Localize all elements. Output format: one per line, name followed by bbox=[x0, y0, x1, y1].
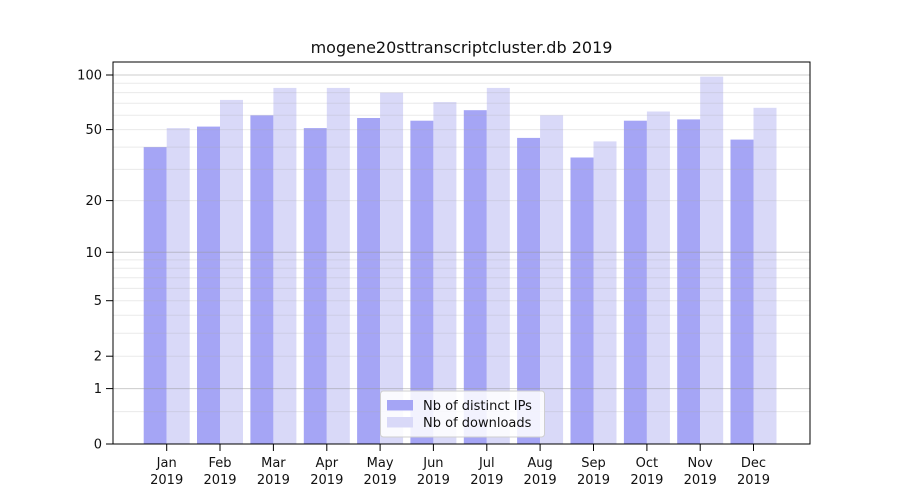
y-tick-label-5: 5 bbox=[94, 294, 102, 309]
x-tick-label-month-feb: Feb bbox=[208, 456, 231, 471]
x-tick-label-year-aug: 2019 bbox=[524, 473, 557, 488]
chart-title: mogene20sttranscriptcluster.db 2019 bbox=[311, 38, 613, 57]
y-tick-label-20: 20 bbox=[85, 194, 102, 209]
bar-nb-of-downloads-dec bbox=[753, 107, 777, 445]
x-tick-label-year-dec: 2019 bbox=[737, 473, 770, 488]
bar-nb-of-distinct-ips-oct bbox=[623, 120, 647, 444]
x-tick-label-year-mar: 2019 bbox=[257, 473, 290, 488]
bar-nb-of-downloads-oct bbox=[646, 111, 670, 444]
legend-label-nb-of-downloads: Nb of downloads bbox=[423, 416, 532, 431]
bar-nb-of-downloads-jun bbox=[433, 102, 457, 444]
bar-nb-of-distinct-ips-dec bbox=[730, 139, 754, 444]
bars-layer bbox=[143, 76, 777, 445]
bar-nb-of-distinct-ips-apr bbox=[303, 128, 327, 444]
legend: Nb of distinct IPs Nb of downloads bbox=[380, 390, 545, 438]
y-tick-label-2: 2 bbox=[94, 350, 102, 365]
x-tick-label-year-nov: 2019 bbox=[684, 473, 717, 488]
bar-nb-of-distinct-ips-jul bbox=[463, 110, 487, 444]
legend-label-nb-of-distinct-ips: Nb of distinct IPs bbox=[423, 399, 532, 414]
x-tick-label-year-may: 2019 bbox=[364, 473, 397, 488]
x-tick-label-year-apr: 2019 bbox=[310, 473, 343, 488]
x-tick-label-month-apr: Apr bbox=[316, 456, 339, 471]
x-tick-label-month-aug: Aug bbox=[527, 456, 552, 471]
bar-nb-of-distinct-ips-mar bbox=[250, 115, 274, 445]
x-tick-label-month-dec: Dec bbox=[741, 456, 766, 471]
bar-nb-of-downloads-nov bbox=[700, 76, 724, 444]
legend-box bbox=[380, 390, 545, 438]
y-tick-label-50: 50 bbox=[85, 123, 102, 138]
bar-nb-of-downloads-apr bbox=[326, 87, 350, 445]
x-tick-label-month-jan: Jan bbox=[156, 456, 177, 471]
legend-swatch-nb-of-distinct-ips bbox=[387, 400, 413, 411]
legend-swatch-nb-of-downloads bbox=[387, 417, 413, 428]
x-tick-label-year-sep: 2019 bbox=[577, 473, 610, 488]
x-tick-label-year-jan: 2019 bbox=[150, 473, 183, 488]
bar-nb-of-distinct-ips-feb bbox=[197, 126, 220, 444]
bar-nb-of-distinct-ips-sep bbox=[570, 157, 594, 444]
y-tick-label-10: 10 bbox=[85, 246, 102, 261]
bar-nb-of-distinct-ips-aug bbox=[517, 137, 541, 444]
bar-nb-of-downloads-feb bbox=[220, 99, 243, 445]
bar-nb-of-downloads-may bbox=[380, 92, 404, 444]
y-tick-label-100: 100 bbox=[77, 69, 102, 84]
axes-layer: 0 1 2 5 10 20 50 100 Jan 2019 Feb 2019 Mar 2019 Apr 201… bbox=[77, 38, 811, 488]
x-tick-label-month-sep: Sep bbox=[581, 456, 606, 471]
x-tick-label-year-jul: 2019 bbox=[470, 473, 503, 488]
x-tick-label-year-feb: 2019 bbox=[203, 473, 236, 488]
bar-nb-of-distinct-ips-may bbox=[357, 118, 381, 444]
bar-nb-of-distinct-ips-jan bbox=[143, 147, 167, 444]
x-tick-label-month-jul: Jul bbox=[478, 456, 495, 471]
plot-frame bbox=[112, 61, 811, 445]
bar-nb-of-distinct-ips-nov bbox=[677, 119, 701, 445]
bar-nb-of-distinct-ips-jun bbox=[410, 120, 434, 444]
x-tick-label-month-nov: Nov bbox=[688, 456, 714, 471]
y-tick-label-1: 1 bbox=[94, 382, 102, 397]
x-tick-label-month-jun: Jun bbox=[422, 456, 443, 471]
bar-nb-of-downloads-mar bbox=[273, 87, 297, 445]
bar-nb-of-downloads-jan bbox=[166, 128, 190, 444]
x-tick-label-year-jun: 2019 bbox=[417, 473, 450, 488]
x-tick-label-month-oct: Oct bbox=[636, 456, 658, 471]
x-tick-label-year-oct: 2019 bbox=[630, 473, 663, 488]
bar-nb-of-downloads-aug bbox=[540, 115, 564, 445]
bar-nb-of-downloads-sep bbox=[593, 141, 617, 444]
bar-nb-of-downloads-jul bbox=[486, 87, 510, 445]
y-tick-label-0: 0 bbox=[94, 438, 102, 453]
x-tick-label-month-mar: Mar bbox=[261, 456, 286, 471]
x-tick-label-month-may: May bbox=[367, 456, 394, 471]
